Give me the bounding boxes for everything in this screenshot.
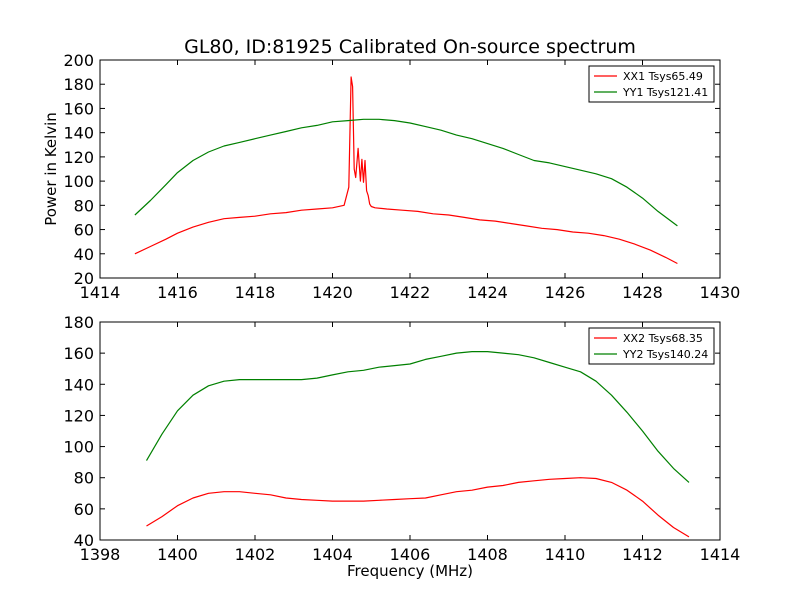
top-x-tick-label: 1414	[80, 283, 121, 302]
bottom-y-tick-label: 120	[63, 406, 94, 425]
top-y-tick-label: 180	[63, 75, 94, 94]
bottom-series-line-1	[146, 477, 690, 538]
top-y-tick-label: 100	[63, 172, 94, 191]
top-x-tick-label: 1426	[545, 283, 586, 302]
top-panel: Power in Kelvin 1414 1416 1418 1420 1422 1424…	[42, 51, 740, 302]
top-y-tick-label: 80	[74, 196, 94, 215]
top-x-tick-label: 1430	[700, 283, 741, 302]
bottom-x-axis-label: Frequency (MHz)	[347, 562, 473, 580]
top-y-tick-label: 160	[63, 99, 94, 118]
bottom-y-tick-label: 80	[74, 469, 94, 488]
top-y-tick-label: 60	[74, 221, 94, 240]
top-y-tick-label: 40	[74, 245, 94, 264]
bottom-x-tick-label: 1402	[235, 545, 276, 564]
top-y-tick-label: 140	[63, 124, 94, 143]
top-x-tick-label: 1422	[390, 283, 431, 302]
top-legend-box	[588, 65, 715, 103]
bottom-series-line-2	[145, 351, 690, 483]
top-x-tick-label: 1420	[312, 283, 353, 302]
top-x-tick-label: 1424	[467, 283, 508, 302]
top-legend: XX1 Tsys65.49 YY1 Tsys121.41	[588, 65, 715, 103]
bottom-x-tick-label: 1414	[700, 545, 741, 564]
bottom-legend: XX2 Tsys68.35 YY2 Tsys140.24	[588, 327, 715, 365]
top-series-line-2	[134, 118, 678, 227]
bottom-x-tick-label: 1398	[80, 545, 121, 564]
top-y-tick-label: 20	[74, 269, 94, 288]
top-x-tick-label: 1416	[157, 283, 198, 302]
top-y-tick-label: 200	[63, 51, 94, 70]
bottom-y-tick-label: 160	[63, 344, 94, 363]
bottom-legend-box	[588, 327, 715, 365]
bottom-x-tick-label: 1408	[467, 545, 508, 564]
top-x-tick-label: 1428	[622, 283, 663, 302]
bottom-x-tick-label: 1400	[157, 545, 198, 564]
bottom-y-tick-label: 60	[74, 500, 94, 519]
bottom-y-tick-label: 40	[74, 531, 94, 550]
bottom-legend-label-2: YY2 Tsys140.24	[622, 348, 708, 361]
top-legend-label-1: XX1 Tsys65.49	[623, 70, 703, 83]
bottom-panel: Frequency (MHz) 1398 1400 1402 1404 1406 1408…	[63, 313, 740, 580]
bottom-legend-label-1: XX2 Tsys68.35	[623, 332, 703, 345]
top-series-line-1	[134, 76, 678, 265]
top-y-tick-label: 120	[63, 148, 94, 167]
bottom-x-tick-label: 1404	[312, 545, 353, 564]
top-legend-label-2: YY1 Tsys121.41	[622, 86, 708, 99]
bottom-x-tick-label: 1410	[545, 545, 586, 564]
bottom-y-tick-label: 140	[63, 375, 94, 394]
bottom-x-tick-label: 1406	[390, 545, 431, 564]
bottom-x-tick-label: 1412	[622, 545, 663, 564]
top-x-tick-label: 1418	[235, 283, 276, 302]
top-y-axis-label: Power in Kelvin	[42, 112, 60, 226]
bottom-y-tick-label: 180	[63, 313, 94, 332]
chart-title: GL80, ID:81925 Calibrated On-source spec…	[184, 36, 636, 58]
bottom-y-tick-label: 100	[63, 438, 94, 457]
